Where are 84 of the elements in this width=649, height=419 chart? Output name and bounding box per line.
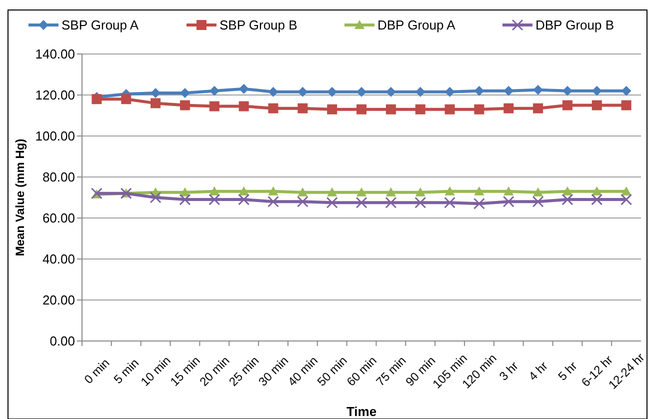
point: [474, 186, 484, 196]
point: [238, 84, 249, 94]
point: [592, 186, 602, 196]
point: [562, 194, 574, 206]
legend-label: SBP Group A: [62, 18, 139, 33]
point: [238, 101, 249, 112]
x-tick-label: 4 hr: [526, 358, 550, 384]
point: [533, 187, 544, 196]
point: [473, 198, 485, 210]
y-tick-label: 60.00: [42, 210, 75, 226]
point: [621, 186, 632, 196]
point: [415, 86, 426, 97]
point: [592, 86, 602, 96]
point: [356, 86, 366, 97]
point: [267, 196, 279, 208]
x-axis-title: Time: [346, 404, 377, 419]
point: [592, 100, 602, 110]
point: [385, 196, 397, 208]
point: [591, 194, 603, 206]
point: [268, 186, 278, 196]
point: [209, 86, 220, 96]
point: [238, 194, 250, 206]
point: [415, 187, 426, 196]
point: [620, 194, 632, 206]
point: [121, 94, 132, 104]
point: [327, 187, 338, 196]
point: [444, 186, 455, 196]
point: [356, 104, 366, 114]
legend-label: SBP Group B: [220, 18, 298, 33]
point: [268, 103, 278, 114]
y-tick-label: 120.00: [35, 88, 75, 103]
point: [150, 192, 162, 204]
point: [326, 196, 338, 208]
point: [298, 103, 308, 114]
point: [444, 196, 456, 208]
point: [238, 186, 249, 196]
point: [621, 100, 632, 110]
point: [414, 196, 426, 208]
y-tick-label: 20.00: [42, 292, 75, 308]
point: [386, 104, 396, 114]
x-tick-label: 5 hr: [555, 358, 580, 384]
point: [208, 194, 220, 206]
point: [179, 194, 191, 206]
point: [150, 98, 161, 108]
legend-label: DBP Group A: [378, 18, 456, 33]
point: [533, 103, 544, 114]
point: [296, 196, 308, 208]
point: [532, 196, 544, 208]
point: [298, 86, 308, 97]
y-axis-title: Mean Value (mm Hg): [13, 138, 27, 256]
y-tick-label: 40.00: [42, 252, 75, 267]
point: [562, 86, 572, 96]
point: [180, 100, 190, 110]
y-tick-label: 100.00: [35, 128, 75, 144]
point: [386, 187, 396, 196]
point: [562, 100, 572, 110]
y-tick-label: 80.00: [42, 170, 75, 185]
point: [327, 86, 338, 97]
point: [356, 187, 366, 196]
point: [386, 86, 396, 97]
y-tick-label: 0.00: [50, 334, 75, 349]
point: [268, 86, 278, 97]
point: [474, 86, 484, 96]
x-tick-label: 3 hr: [496, 358, 522, 384]
point: [502, 196, 514, 208]
x-tick-label: 0 min: [82, 356, 112, 386]
y-tick-label: 140.00: [35, 46, 75, 62]
x-tick-label: 5 min: [110, 356, 142, 386]
point: [474, 104, 484, 114]
point: [298, 187, 308, 196]
point: [444, 104, 455, 114]
point: [327, 104, 338, 114]
point: [504, 186, 514, 196]
point: [533, 84, 544, 95]
point: [562, 186, 572, 196]
point: [504, 86, 514, 96]
legend-label: DBP Group B: [536, 18, 614, 33]
point: [444, 86, 455, 97]
point: [504, 103, 514, 114]
point: [356, 196, 368, 208]
point: [209, 186, 220, 196]
point: [209, 101, 220, 112]
point: [415, 104, 426, 114]
point: [621, 86, 632, 96]
